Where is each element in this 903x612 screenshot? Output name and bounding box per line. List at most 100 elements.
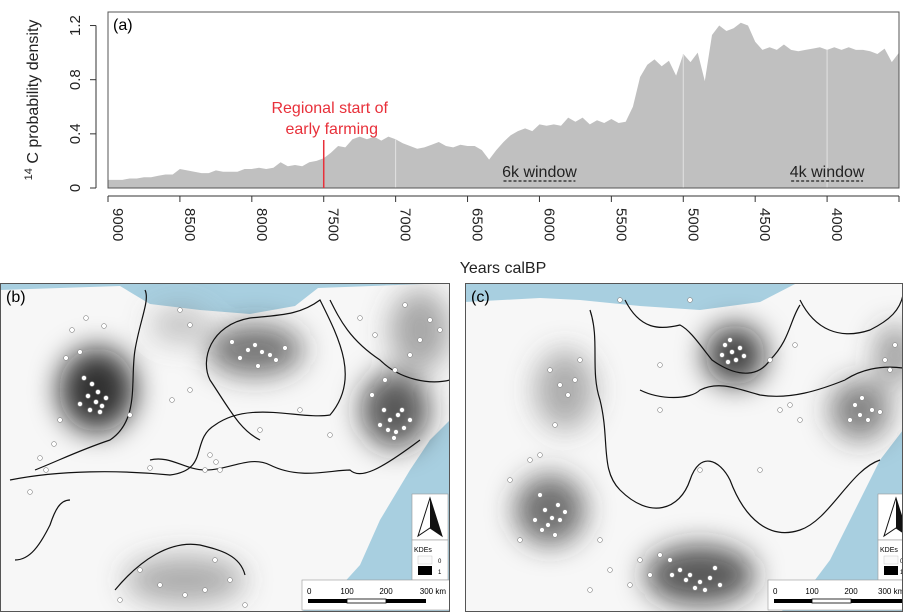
scale-bar-b: 0 100 200 300 km (301, 579, 450, 611)
site-point (892, 342, 898, 348)
site-point (507, 477, 513, 483)
site-point (297, 407, 303, 413)
site-point (69, 327, 75, 333)
site-point (237, 355, 243, 361)
site-point (549, 515, 555, 521)
site-point (37, 455, 43, 461)
x-tick-label: 5500 (612, 208, 629, 241)
site-point (372, 332, 378, 338)
site-point (737, 345, 743, 351)
site-point (252, 342, 258, 348)
site-point (859, 395, 865, 401)
scale-seg (346, 598, 387, 604)
site-point (687, 572, 693, 578)
site-point (722, 342, 728, 348)
site-point (542, 507, 548, 513)
site-point (857, 412, 863, 418)
scale-label-300: 300 km (878, 587, 903, 596)
site-point (227, 577, 233, 583)
site-point (707, 575, 713, 581)
site-point (539, 527, 545, 533)
site-point (169, 397, 175, 403)
site-point (327, 432, 333, 438)
y-axis-label-superscript: 14 (23, 168, 35, 180)
site-point (89, 381, 95, 387)
site-point (213, 459, 219, 465)
contour-lines-b (9, 289, 450, 591)
hotspot (125, 556, 245, 604)
site-point (393, 429, 399, 435)
site-point (127, 412, 133, 418)
site-point (437, 327, 443, 333)
scale-seg (811, 598, 852, 604)
x-tick-label: 7500 (325, 208, 342, 241)
site-point (43, 467, 49, 473)
site-point (712, 565, 718, 571)
scale-label-100: 100 (340, 587, 354, 596)
site-point (552, 422, 558, 428)
y-tick-label: 1.2 (67, 15, 84, 36)
scale-label-100: 100 (805, 587, 819, 596)
x-tick-label: 5000 (684, 208, 701, 241)
panel-c: KDEs 0 1 0 100 200 300 km (c) (465, 283, 903, 612)
density-area (108, 22, 899, 188)
site-point (882, 357, 888, 363)
site-point (532, 517, 538, 523)
density-area-fill (108, 22, 899, 188)
site-point (555, 502, 561, 508)
site-point (887, 367, 893, 373)
panel-label-c: (c) (471, 289, 490, 306)
legend-title: KDEs (880, 547, 898, 554)
legend-swatch-dark (884, 566, 898, 575)
site-point (717, 582, 723, 588)
site-point (137, 567, 143, 573)
site-point (877, 409, 883, 415)
scale-bar-box (301, 579, 450, 611)
site-point (847, 417, 853, 423)
contour (799, 294, 903, 335)
site-point (637, 557, 643, 563)
site-point (792, 342, 798, 348)
site-point (417, 337, 423, 343)
contour (114, 543, 246, 591)
site-point (187, 322, 193, 328)
site-point (87, 407, 93, 413)
site-point (741, 353, 747, 359)
y-tick-label: 0.8 (67, 69, 84, 90)
site-point (407, 417, 413, 423)
site-point (177, 307, 183, 313)
x-tick-label: 4000 (828, 208, 845, 241)
x-axis-label: Years calBP (460, 260, 547, 277)
legend-b: KDEs 0 1 (411, 539, 449, 581)
x-tick-label: 9000 (109, 208, 126, 241)
contour-lines-c (589, 294, 903, 534)
y-tick-label: 0 (67, 184, 84, 192)
contour (34, 289, 147, 471)
site-point (537, 452, 543, 458)
site-point (97, 409, 103, 415)
plot-frame (107, 11, 900, 189)
site-point (267, 352, 273, 358)
site-point (557, 382, 563, 388)
site-point (527, 457, 533, 463)
legend-max: 0 (900, 559, 903, 565)
legend-swatch-light (883, 555, 899, 565)
site-point (517, 537, 523, 543)
site-point (255, 363, 261, 369)
hotspot (830, 380, 890, 440)
contour (149, 439, 421, 475)
site-point (617, 297, 623, 303)
y-tick-label: 0.4 (67, 123, 84, 144)
site-point (382, 377, 388, 383)
site-point (27, 489, 33, 495)
farming-annotation-line1: Regional start of (271, 100, 388, 117)
site-point (202, 587, 208, 593)
x-tick-label: 4500 (756, 208, 773, 241)
site-point (357, 315, 363, 321)
legend-c: KDEs 0 1 (877, 539, 903, 581)
site-point (865, 417, 871, 423)
site-point (787, 402, 793, 408)
site-point (767, 357, 773, 363)
panel-b: KDEs 0 1 0 100 200 300 km (b) (0, 283, 450, 612)
